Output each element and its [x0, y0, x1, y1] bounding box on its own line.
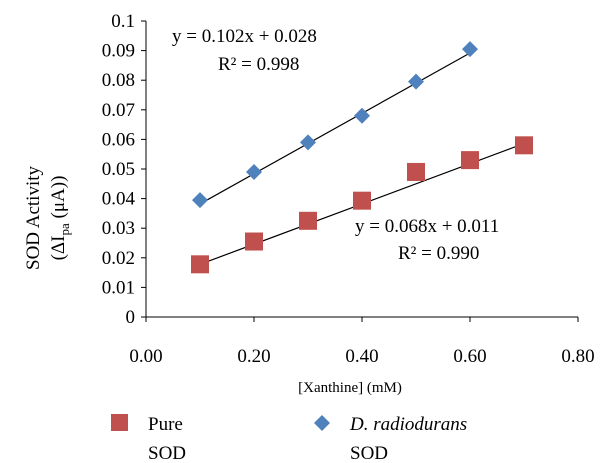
equation-radiodurans: y = 0.102x + 0.028: [172, 26, 317, 47]
legend-label-pure-line2: SOD: [148, 443, 186, 463]
legend: Pure SOD D. radiodurans SOD: [111, 414, 467, 463]
y-tick-label: 0.07: [102, 100, 135, 121]
r2-radiodurans: R² = 0.998: [218, 54, 299, 75]
x-tick-label: 0.40: [345, 346, 378, 367]
axes: [141, 20, 579, 322]
legend-label-radiodurans-line1: D. radiodurans: [349, 414, 467, 435]
r2-pure: R² = 0.990: [398, 243, 479, 264]
data-point-radiodurans-sod: [300, 134, 316, 151]
legend-label-pure-line1: Pure: [148, 414, 183, 435]
data-point-pure-sod: [461, 151, 479, 170]
y-axis-title-line1: SOD Activity: [23, 166, 44, 270]
y-tick-label: 0.03: [102, 218, 135, 239]
y-tick-label: 0.02: [102, 248, 135, 269]
data-point-radiodurans-sod: [192, 192, 208, 209]
y-tick-label: 0.09: [102, 41, 135, 62]
data-point-pure-sod: [353, 191, 371, 210]
legend-marker-radiodurans: [314, 415, 330, 431]
y-axis-title: SOD Activity (ΔIpa (μA)): [23, 166, 72, 270]
y-tick-label: 0.04: [102, 189, 136, 210]
data-point-radiodurans-sod: [246, 163, 262, 180]
trendline-radiodurans: [199, 52, 471, 205]
y-tick-labels: 0 0.01 0.02 0.03 0.04 0.05 0.06 0.07 0.08 0.09 0.1: [102, 11, 136, 328]
y-tick-label: 0: [126, 307, 136, 328]
legend-label-radiodurans-line2: SOD: [350, 443, 388, 463]
data-point-pure-sod: [515, 136, 533, 155]
x-tick-label: 0.80: [561, 346, 594, 367]
data-point-pure-sod: [191, 255, 209, 274]
data-points: [191, 41, 533, 274]
data-point-pure-sod: [407, 162, 425, 181]
y-axis-title-line2: (ΔIpa (μA)): [48, 176, 72, 261]
y-tick-label: 0.08: [102, 70, 135, 91]
y-tick-label: 0.1: [111, 11, 135, 32]
data-point-radiodurans-sod: [408, 73, 424, 90]
x-tick-labels: 0.00 0.20 0.40 0.60 0.80: [129, 346, 594, 367]
x-axis-title: [Xanthine] (mM): [298, 380, 402, 396]
y-tick-label: 0.05: [102, 159, 135, 180]
data-point-radiodurans-sod: [462, 41, 478, 58]
data-point-radiodurans-sod: [354, 107, 370, 124]
legend-marker-pure: [111, 414, 128, 431]
x-tick-label: 0.00: [129, 346, 162, 367]
y-tick-label: 0.06: [102, 129, 135, 150]
data-point-pure-sod: [245, 232, 263, 251]
equation-pure: y = 0.068x + 0.011: [355, 216, 499, 237]
x-tick-label: 0.60: [453, 346, 486, 367]
y-tick-label: 0.01: [102, 277, 135, 298]
data-point-pure-sod: [299, 211, 317, 230]
x-tick-label: 0.20: [237, 346, 270, 367]
